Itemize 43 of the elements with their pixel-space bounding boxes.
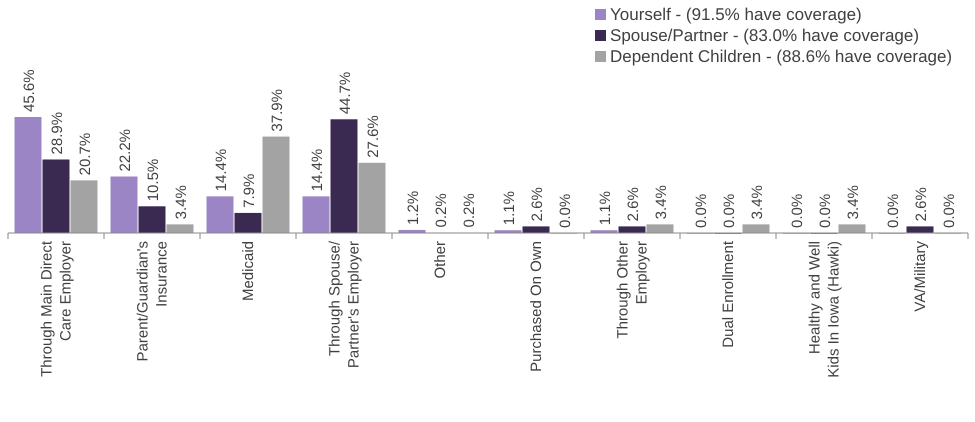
data-label: 0.0%: [941, 194, 958, 228]
data-label: 0.0%: [817, 194, 834, 228]
data-label: 14.4%: [213, 148, 230, 192]
x-tick-label: Parent/Guardian's Insurance: [134, 241, 170, 362]
data-label: 2.6%: [625, 187, 642, 222]
data-label: 0.0%: [885, 194, 902, 228]
legend-label: Spouse/Partner - (83.0% have coverage): [610, 26, 920, 45]
data-label: 3.4%: [173, 185, 190, 220]
x-tick-label: Through Spouse/ Partner's Employer: [326, 240, 362, 368]
data-label: 37.9%: [269, 89, 286, 132]
data-label: 14.4%: [309, 148, 326, 192]
data-label: 3.4%: [653, 185, 670, 220]
data-label: 0.0%: [693, 194, 710, 228]
data-label: 1.1%: [501, 191, 518, 226]
legend-label: Yourself - (91.5% have coverage): [610, 5, 862, 24]
x-tick-label: Medicaid: [240, 241, 257, 302]
data-label: 3.4%: [845, 185, 862, 220]
data-label: 45.6%: [21, 69, 38, 112]
data-label: 1.1%: [597, 191, 614, 226]
x-tick-label: VA/Military: [912, 240, 929, 312]
data-label: 0.2%: [461, 193, 478, 228]
data-label: 2.6%: [529, 187, 546, 222]
data-label: 0.0%: [721, 194, 738, 228]
data-label: 3.4%: [749, 185, 766, 220]
data-label: 0.2%: [433, 193, 450, 228]
data-label: 27.6%: [365, 115, 382, 158]
x-tick-label: Through Main Direct Care Employer: [38, 240, 74, 377]
x-tick-label: Healthy and Well Kids In Iowa (Hawki): [806, 241, 842, 378]
data-label: 22.2%: [117, 128, 134, 172]
data-label: 44.7%: [337, 72, 354, 114]
data-label: 0.0%: [789, 194, 806, 228]
x-tick-label: Other: [432, 240, 449, 279]
x-tick-label: Dual Enrollment: [720, 240, 737, 348]
data-label: 28.9%: [49, 112, 66, 154]
legend-label: Dependent Children - (88.6% have coverage): [610, 47, 952, 66]
x-tick-label: Purchased On Own: [528, 241, 545, 372]
data-label: 10.5%: [145, 158, 162, 202]
data-label: 0.0%: [557, 194, 574, 228]
data-label: 20.7%: [77, 132, 94, 176]
data-label: 1.2%: [405, 190, 422, 225]
x-tick-label: Through Other Employer: [614, 241, 650, 339]
data-label: 7.9%: [241, 174, 258, 208]
data-label: 2.6%: [913, 187, 930, 222]
